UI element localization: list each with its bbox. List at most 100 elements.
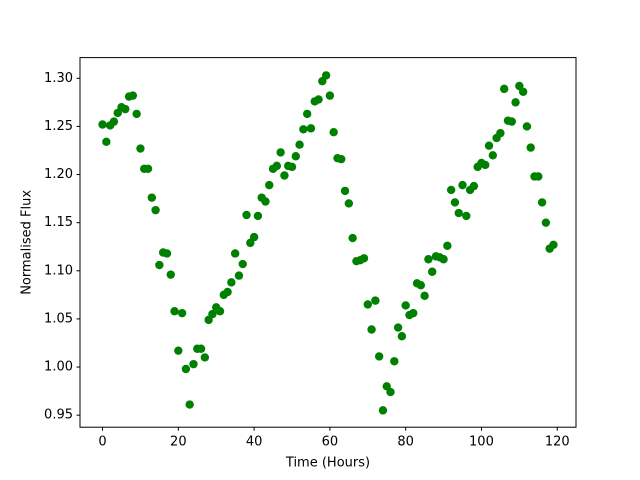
data-point	[363, 300, 372, 309]
data-point	[329, 127, 338, 137]
x-axis-label: Time (Hours)	[285, 456, 370, 471]
data-point	[428, 267, 437, 276]
data-point	[386, 387, 395, 397]
data-point	[189, 359, 198, 369]
data-point	[287, 162, 297, 172]
data-point	[488, 151, 498, 160]
data-point	[265, 180, 274, 190]
data-point	[401, 301, 410, 310]
y-tick-label: 1.00	[44, 360, 73, 375]
data-point	[420, 291, 429, 301]
data-point	[518, 87, 528, 96]
data-point	[208, 309, 217, 319]
data-point	[132, 109, 141, 119]
data-point	[272, 161, 282, 171]
data-point	[549, 240, 558, 250]
data-point	[397, 332, 407, 341]
data-point	[416, 281, 426, 290]
data-point	[143, 164, 153, 173]
data-point	[147, 193, 157, 202]
data-point	[306, 124, 316, 133]
data-point	[393, 323, 403, 332]
data-point	[454, 208, 463, 218]
y-tick-label: 1.20	[44, 167, 73, 182]
y-tick-label: 1.05	[44, 311, 73, 326]
x-tick-label: 0	[98, 435, 106, 450]
data-point	[484, 141, 494, 150]
data-point	[443, 241, 452, 250]
data-point	[458, 180, 467, 190]
data-point	[181, 364, 191, 374]
data-point	[450, 198, 460, 207]
y-tick-label: 0.95	[44, 408, 73, 423]
data-point	[348, 233, 357, 243]
y-tick-label: 1.25	[44, 119, 73, 134]
data-point	[196, 344, 206, 353]
data-point	[299, 125, 308, 134]
data-point	[390, 357, 399, 366]
data-point	[230, 249, 240, 258]
data-point	[151, 205, 160, 215]
x-tick-label: 120	[545, 435, 570, 450]
data-point	[234, 271, 244, 280]
data-point	[200, 353, 210, 362]
data-point	[507, 117, 516, 126]
data-point	[177, 308, 187, 318]
data-point	[128, 91, 138, 100]
data-point	[155, 260, 164, 270]
x-tick-label: 40	[246, 435, 263, 450]
data-point	[359, 254, 369, 263]
data-point	[522, 122, 532, 131]
y-axis-label: Normalised Flux	[20, 190, 35, 295]
data-point	[526, 143, 535, 152]
y-tick-label: 1.30	[44, 71, 73, 86]
data-point	[109, 117, 119, 126]
data-point	[215, 307, 225, 316]
data-point	[170, 307, 179, 316]
data-point	[223, 287, 232, 297]
data-point	[499, 84, 509, 94]
data-point	[242, 210, 251, 220]
data-point	[102, 137, 111, 147]
x-tick-label: 20	[170, 435, 187, 450]
data-point	[409, 308, 418, 318]
data-point	[98, 120, 107, 129]
data-point	[337, 154, 346, 164]
data-point	[302, 109, 312, 119]
data-point	[238, 259, 247, 269]
y-tick-label: 1.10	[44, 263, 73, 278]
data-point	[174, 346, 183, 355]
data-point	[253, 211, 263, 221]
data-point	[314, 95, 323, 104]
data-point	[291, 152, 300, 161]
data-point	[344, 199, 354, 208]
y-tick-label: 1.15	[44, 215, 73, 230]
data-point	[496, 128, 505, 138]
x-tick-label: 80	[397, 435, 414, 450]
data-point	[185, 400, 194, 409]
data-point	[367, 325, 376, 334]
x-tick-label: 100	[469, 435, 494, 450]
axes-frame	[79, 57, 577, 428]
data-point	[541, 218, 551, 227]
data-point	[462, 211, 471, 221]
data-point	[511, 98, 520, 107]
data-point	[340, 186, 350, 196]
data-point	[481, 160, 490, 170]
data-point	[534, 172, 543, 181]
data-point	[325, 91, 335, 100]
x-tick-label: 60	[322, 435, 339, 450]
data-point	[280, 171, 289, 180]
data-point	[446, 185, 456, 195]
data-point	[261, 197, 270, 206]
data-point	[378, 406, 388, 415]
data-point	[469, 181, 479, 191]
data-point	[166, 270, 175, 279]
data-point	[374, 352, 384, 361]
data-point	[136, 144, 145, 153]
data-point	[249, 232, 259, 242]
data-point	[162, 249, 172, 258]
data-point	[537, 198, 547, 207]
data-point	[439, 255, 448, 264]
